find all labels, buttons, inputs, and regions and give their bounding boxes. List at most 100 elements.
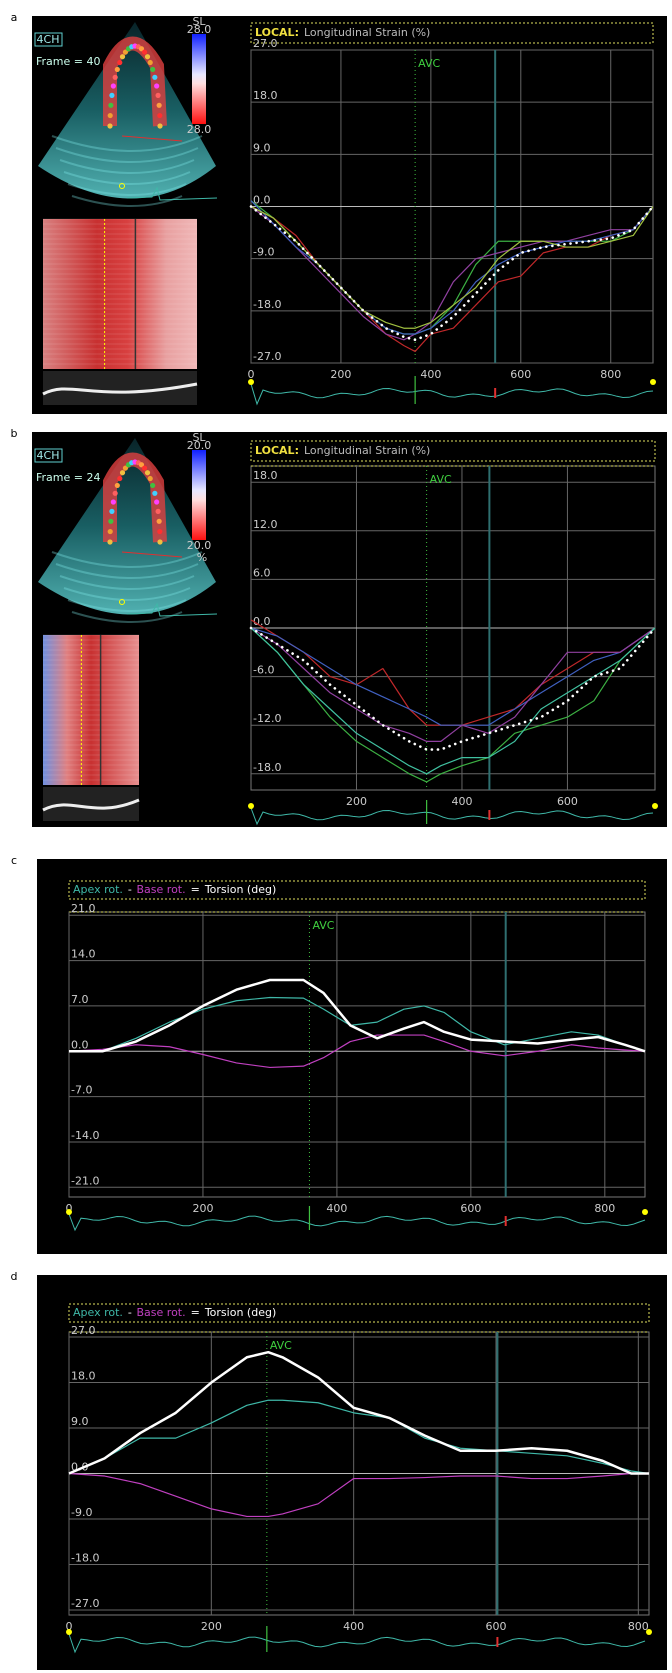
y-tick-label: 27.0 xyxy=(253,37,278,50)
x-tick-label: 800 xyxy=(628,1620,649,1633)
y-tick-label: -21.0 xyxy=(71,1174,99,1187)
tracking-point xyxy=(152,491,157,496)
view-label: 4CH xyxy=(37,33,60,46)
x-tick-label: 200 xyxy=(201,1620,222,1633)
scale-max: 28.0 xyxy=(187,23,212,36)
avc-label: AVC xyxy=(312,919,334,932)
y-tick-label: 14.0 xyxy=(71,948,96,961)
y-tick-label: 21.0 xyxy=(71,902,96,915)
tracking-point xyxy=(113,491,118,496)
legend-entry: Torsion (deg) xyxy=(204,883,276,896)
header: LOCAL: Longitudinal Strain (%) xyxy=(255,444,430,457)
tracking-point xyxy=(154,499,159,504)
y-tick-label: -7.0 xyxy=(71,1084,92,1097)
x-tick-label: 200 xyxy=(330,368,351,381)
y-tick-label: 6.0 xyxy=(253,566,271,579)
tracking-point xyxy=(157,529,162,534)
y-tick-label: -18.0 xyxy=(253,761,281,774)
panel-background xyxy=(37,1275,667,1670)
y-tick-label: 7.0 xyxy=(71,993,89,1006)
y-tick-label: -27.0 xyxy=(71,1597,99,1610)
tracking-point xyxy=(157,113,162,118)
tracking-point xyxy=(157,519,162,524)
tracking-point xyxy=(107,539,112,544)
x-tick-label: 200 xyxy=(346,795,367,808)
legend-operator: = xyxy=(191,883,200,896)
x-tick-label: 800 xyxy=(594,1202,615,1215)
tracking-point xyxy=(157,103,162,108)
y-tick-label: -18.0 xyxy=(253,298,281,311)
avc-label: AVC xyxy=(418,57,440,70)
panel-label: b xyxy=(11,427,18,440)
y-tick-label: 12.0 xyxy=(253,518,278,531)
tracking-point xyxy=(120,54,125,59)
ecg-marker xyxy=(642,1209,648,1215)
legend-entry: Base rot. xyxy=(137,1306,186,1319)
tracking-point xyxy=(145,470,150,475)
frame-label: Frame = 40 xyxy=(36,55,100,68)
tracking-point xyxy=(152,75,157,80)
tracking-point xyxy=(108,529,113,534)
header-prefix: LOCAL: xyxy=(255,444,299,457)
y-tick-label: 18.0 xyxy=(253,89,278,102)
ecg-marker xyxy=(66,1629,72,1635)
legend-operator: - xyxy=(128,1306,132,1319)
y-tick-label: -14.0 xyxy=(71,1129,99,1142)
tracking-point xyxy=(142,49,147,54)
tracking-point xyxy=(150,67,155,72)
tracking-point xyxy=(154,83,159,88)
color-scale xyxy=(192,34,206,124)
tracking-point xyxy=(157,123,162,128)
legend-operator: = xyxy=(191,1306,200,1319)
panel-label: c xyxy=(11,854,17,867)
legend-operator: - xyxy=(128,883,132,896)
panel-background xyxy=(37,859,667,1254)
tracking-point xyxy=(108,519,113,524)
header: LOCAL:Longitudinal Strain (%) xyxy=(255,26,430,39)
tracking-point xyxy=(155,509,160,514)
ecg-marker xyxy=(248,379,254,385)
tracking-point xyxy=(111,499,116,504)
y-tick-label: 9.0 xyxy=(253,141,271,154)
x-tick-label: 200 xyxy=(192,1202,213,1215)
tracking-point xyxy=(148,60,153,65)
tracking-point xyxy=(111,83,116,88)
frame-label: Frame = 24 xyxy=(36,471,100,484)
y-tick-label: -27.0 xyxy=(253,350,281,363)
scale-min: 28.0 xyxy=(187,123,212,136)
chart-title: Longitudinal Strain (%) xyxy=(304,26,430,39)
y-tick-label: -18.0 xyxy=(71,1551,99,1564)
avc-label: AVC xyxy=(270,1339,292,1352)
y-tick-label: 18.0 xyxy=(71,1370,96,1383)
y-tick-label: 9.0 xyxy=(71,1415,89,1428)
x-tick-label: 400 xyxy=(420,368,441,381)
tracking-point xyxy=(108,103,113,108)
chart-title: Longitudinal Strain (%) xyxy=(304,444,430,457)
tracking-point xyxy=(115,483,120,488)
tracking-point xyxy=(107,123,112,128)
ecg-marker xyxy=(248,803,254,809)
legend-entry: Torsion (deg) xyxy=(204,1306,276,1319)
tracking-point xyxy=(157,539,162,544)
panel-label: d xyxy=(11,1270,18,1283)
tracking-point xyxy=(115,67,120,72)
header: Apex rot.-Base rot. = Torsion (deg) xyxy=(73,1306,276,1319)
x-tick-label: 600 xyxy=(557,795,578,808)
x-tick-label: 600 xyxy=(485,1620,506,1633)
x-tick-label: 600 xyxy=(510,368,531,381)
view-label: 4CH xyxy=(37,449,60,462)
scale-unit: % xyxy=(197,551,207,564)
panel-label: a xyxy=(11,11,18,24)
ecg-marker xyxy=(650,379,656,385)
y-tick-label: -9.0 xyxy=(71,1506,92,1519)
x-tick-label: 600 xyxy=(460,1202,481,1215)
x-tick-label: 400 xyxy=(343,1620,364,1633)
tracking-point xyxy=(145,54,150,59)
header: Apex rot.-Base rot.=Torsion (deg) xyxy=(73,883,276,896)
ecg-marker xyxy=(652,803,658,809)
y-tick-label: -6.0 xyxy=(253,664,274,677)
y-tick-label: -9.0 xyxy=(253,246,274,259)
legend-entry: Apex rot. xyxy=(73,1306,123,1319)
tracking-point xyxy=(113,75,118,80)
scale-max: 20.0 xyxy=(187,439,212,452)
